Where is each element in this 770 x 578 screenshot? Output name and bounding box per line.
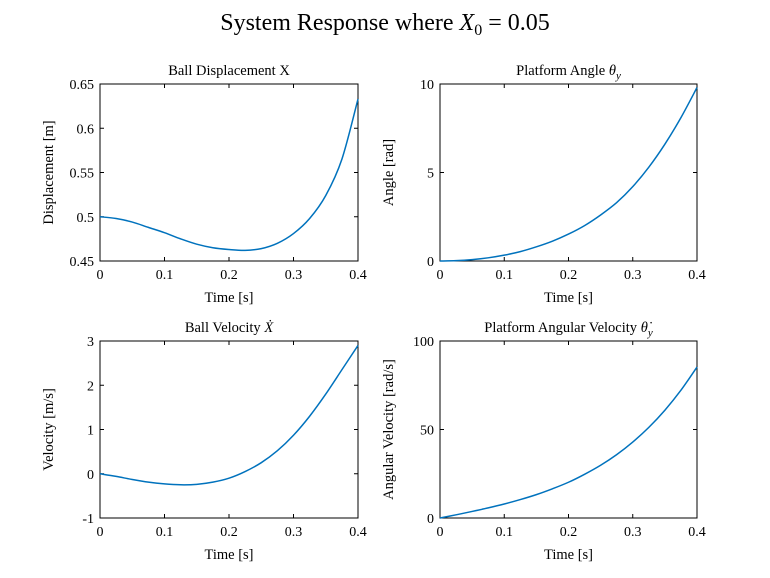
chart-3-ytick-label: 50 [420,424,434,439]
chart-0-panel: 0 0.1 0.2 0.3 0.4 0.45 0.5 0.55 0.6 0.65 Ball Disp… [41,63,367,306]
chart-0-ytick-label: 0.65 [70,78,95,93]
chart-1-ytick-label: 5 [427,167,434,182]
chart-1-xlabel: Time [s] [544,290,593,306]
chart-3-xlabel: Time [s] [544,547,593,563]
chart-2-title: Ball Velocity Ẋ [185,320,274,336]
chart-1-xtick-label: 0.4 [688,268,706,283]
chart-0-ytick-label: 0.45 [70,255,95,270]
chart-3-xtick-label: 0.4 [688,525,706,540]
chart-1-xtick-label: 0 [437,268,444,283]
chart-0-xtick-label: 0.2 [220,268,238,283]
chart-2-ytick-label: -1 [82,512,94,527]
chart-2-xtick-label: 0.4 [349,525,367,540]
chart-3-series-line-0 [439,366,698,519]
chart-3-ytick-label: 0 [427,512,434,527]
chart-3-xtick-label: 0 [437,525,444,540]
chart-0-xtick-label: 0.3 [285,268,303,283]
chart-2-xtick-label: 0.2 [220,525,238,540]
chart-2-xtick-label: 0 [97,525,104,540]
chart-2-axes-frame [99,340,359,519]
chart-3-xtick-label: 0.1 [496,525,514,540]
chart-2-ytick-label: 3 [87,335,94,350]
chart-1-xtick-label: 0.3 [624,268,642,283]
chart-0-ytick-label: 0.6 [77,122,95,137]
chart-3-axes-frame [439,340,698,519]
chart-2-xtick-label: 0.1 [156,525,174,540]
chart-1-xtick-label: 0.2 [560,268,578,283]
chart-1-series-line-0 [439,87,698,262]
chart-2-xtick-label: 0.3 [285,525,303,540]
chart-3-ylabel: Angular Velocity [rad/s] [381,359,397,500]
chart-0-series-line-0 [99,98,359,252]
chart-3-title: Platform Angular Velocity θ̇y [484,320,653,339]
chart-2-ytick-label: 2 [87,379,94,394]
chart-0-xlabel: Time [s] [204,290,253,306]
chart-3-panel: 0 0.1 0.2 0.3 0.4 0 50 100 Platform Angular Velo… [381,320,706,563]
chart-2-ytick-label: 0 [87,468,94,483]
chart-3-xtick-label: 0.2 [560,525,578,540]
chart-3-xtick-label: 0.3 [624,525,642,540]
chart-1-ytick-label: 10 [420,78,434,93]
chart-1-ytick-label: 0 [427,255,434,270]
chart-2-series-line-0 [99,345,359,486]
chart-0-xtick-label: 0.1 [156,268,174,283]
chart-1-ylabel: Angle [rad] [381,139,397,206]
chart-0-ytick-label: 0.55 [70,167,95,182]
chart-2-ylabel: Velocity [m/s] [41,388,57,471]
chart-0-axes-frame [99,83,359,262]
chart-0-xtick-label: 0 [97,268,104,283]
chart-3-ytick-label: 100 [413,335,434,350]
chart-1-title: Platform Angle θy [516,63,621,82]
chart-0-xtick-label: 0.4 [349,268,367,283]
chart-0-ytick-label: 0.5 [77,211,95,226]
chart-0-ylabel: Displacement [m] [41,120,57,224]
figure-title: System Response where X0 = 0.05 [220,10,550,39]
chart-1-panel: 0 0.1 0.2 0.3 0.4 0 5 10 Platform Angle θy Time [… [381,63,706,306]
chart-2-ytick-label: 1 [87,424,94,439]
chart-1-xtick-label: 0.1 [496,268,514,283]
chart-0-title: Ball Displacement X [168,63,290,79]
chart-2-xlabel: Time [s] [204,547,253,563]
